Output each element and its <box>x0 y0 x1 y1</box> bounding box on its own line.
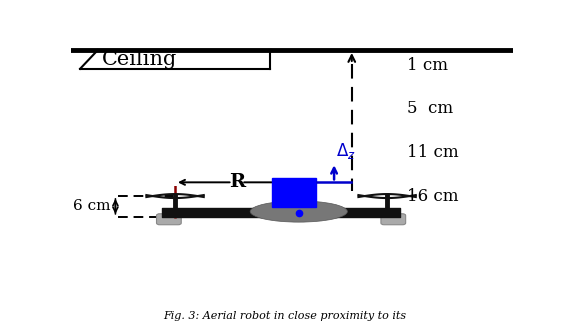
Text: 1 cm: 1 cm <box>407 57 448 74</box>
Ellipse shape <box>250 201 347 222</box>
Text: 6 cm: 6 cm <box>74 199 111 214</box>
Text: Ceiling: Ceiling <box>102 50 177 69</box>
FancyBboxPatch shape <box>157 214 181 225</box>
Text: $\Delta_z$: $\Delta_z$ <box>336 141 356 161</box>
Text: Fig. 3: Aerial robot in close proximity to its: Fig. 3: Aerial robot in close proximity … <box>164 311 406 321</box>
Text: 11 cm: 11 cm <box>407 144 459 161</box>
Text: 5  cm: 5 cm <box>407 100 453 117</box>
Bar <box>272 178 316 206</box>
Text: 16 cm: 16 cm <box>407 188 458 204</box>
FancyBboxPatch shape <box>381 214 406 225</box>
Text: R: R <box>229 173 245 191</box>
